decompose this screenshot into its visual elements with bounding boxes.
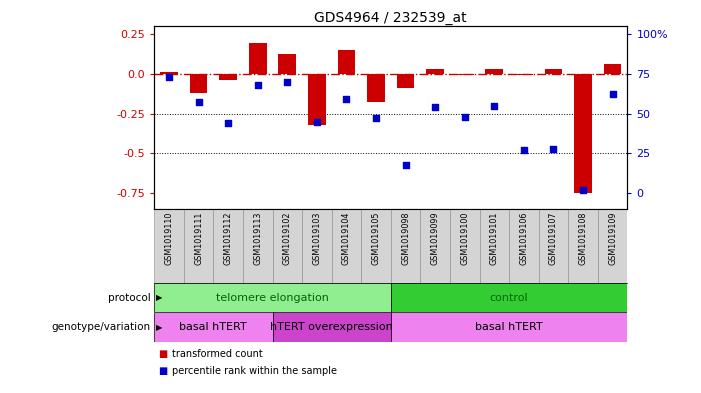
Bar — [249, 43, 266, 73]
Point — [222, 120, 233, 126]
Point — [459, 114, 470, 120]
Bar — [302, 209, 332, 283]
Text: GSM1019111: GSM1019111 — [194, 212, 203, 265]
Bar — [450, 209, 479, 283]
Bar — [308, 73, 326, 125]
Bar — [219, 73, 237, 80]
Text: GSM1019109: GSM1019109 — [608, 212, 617, 265]
Text: basal hTERT: basal hTERT — [475, 322, 543, 332]
Point — [607, 91, 618, 97]
Text: GSM1019113: GSM1019113 — [253, 212, 262, 265]
Bar — [154, 209, 184, 283]
Bar — [160, 72, 178, 73]
Bar — [545, 69, 562, 73]
Text: ■: ■ — [158, 349, 167, 359]
Text: control: control — [490, 293, 529, 303]
Bar — [391, 312, 627, 342]
Bar — [154, 283, 391, 312]
Bar — [278, 54, 296, 73]
Bar — [485, 69, 503, 73]
Text: genotype/variation: genotype/variation — [52, 322, 151, 332]
Bar — [154, 312, 273, 342]
Point — [341, 96, 352, 102]
Text: telomere elongation: telomere elongation — [216, 293, 329, 303]
Bar — [190, 73, 207, 93]
Point — [163, 73, 175, 80]
Point — [489, 102, 500, 108]
Bar — [426, 69, 444, 73]
Point — [282, 78, 293, 84]
Point — [370, 115, 381, 121]
Bar — [332, 209, 361, 283]
Text: GSM1019100: GSM1019100 — [461, 212, 469, 265]
Bar — [273, 312, 391, 342]
Bar — [213, 209, 243, 283]
Text: transformed count: transformed count — [172, 349, 262, 359]
Bar — [509, 209, 538, 283]
Point — [252, 82, 264, 88]
Bar — [338, 50, 355, 73]
Text: GSM1019104: GSM1019104 — [342, 212, 351, 265]
Text: GSM1019101: GSM1019101 — [490, 212, 499, 265]
Bar — [367, 73, 385, 102]
Text: GSM1019108: GSM1019108 — [578, 212, 587, 265]
Text: GSM1019105: GSM1019105 — [372, 212, 381, 265]
Bar — [273, 209, 302, 283]
Point — [193, 99, 204, 105]
Bar — [515, 73, 533, 75]
Bar — [598, 209, 627, 283]
Text: basal hTERT: basal hTERT — [179, 322, 247, 332]
Point — [400, 162, 411, 168]
Point — [518, 147, 529, 153]
Text: protocol: protocol — [108, 293, 151, 303]
Text: GSM1019112: GSM1019112 — [224, 212, 233, 265]
Text: GSM1019102: GSM1019102 — [283, 212, 292, 265]
Text: GSM1019110: GSM1019110 — [165, 212, 174, 265]
Point — [578, 187, 589, 193]
Text: ▶: ▶ — [156, 293, 162, 302]
Text: ■: ■ — [158, 365, 167, 376]
Text: GSM1019099: GSM1019099 — [430, 212, 440, 265]
Bar — [361, 209, 391, 283]
Bar — [574, 73, 592, 193]
Text: GSM1019107: GSM1019107 — [549, 212, 558, 265]
Text: hTERT overexpression: hTERT overexpression — [271, 322, 393, 332]
Bar — [479, 209, 509, 283]
Bar — [456, 73, 474, 75]
Bar — [243, 209, 273, 283]
Bar — [538, 209, 569, 283]
Point — [430, 104, 441, 110]
Bar — [569, 209, 598, 283]
Text: GSM1019098: GSM1019098 — [401, 212, 410, 265]
Point — [548, 145, 559, 152]
Bar — [604, 64, 622, 73]
Bar — [391, 209, 421, 283]
Bar — [184, 209, 213, 283]
Title: GDS4964 / 232539_at: GDS4964 / 232539_at — [315, 11, 467, 24]
Text: GSM1019106: GSM1019106 — [519, 212, 529, 265]
Text: GSM1019103: GSM1019103 — [313, 212, 321, 265]
Point — [311, 118, 322, 125]
Bar — [397, 73, 414, 88]
Text: percentile rank within the sample: percentile rank within the sample — [172, 365, 336, 376]
Bar — [421, 209, 450, 283]
Text: ▶: ▶ — [156, 323, 162, 332]
Bar — [391, 283, 627, 312]
